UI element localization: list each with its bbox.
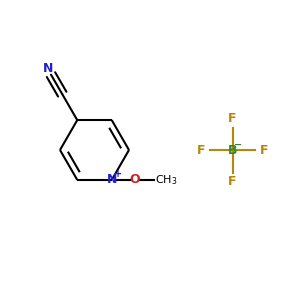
Text: O: O: [129, 173, 140, 186]
Text: N: N: [43, 62, 53, 75]
Text: B: B: [228, 143, 237, 157]
Text: F: F: [228, 175, 237, 188]
Text: N: N: [106, 173, 117, 186]
Text: +: +: [114, 169, 122, 179]
Text: F: F: [260, 143, 268, 157]
Text: CH$_3$: CH$_3$: [155, 174, 178, 188]
Text: F: F: [228, 112, 237, 125]
Text: −: −: [234, 140, 243, 150]
Text: F: F: [197, 143, 205, 157]
